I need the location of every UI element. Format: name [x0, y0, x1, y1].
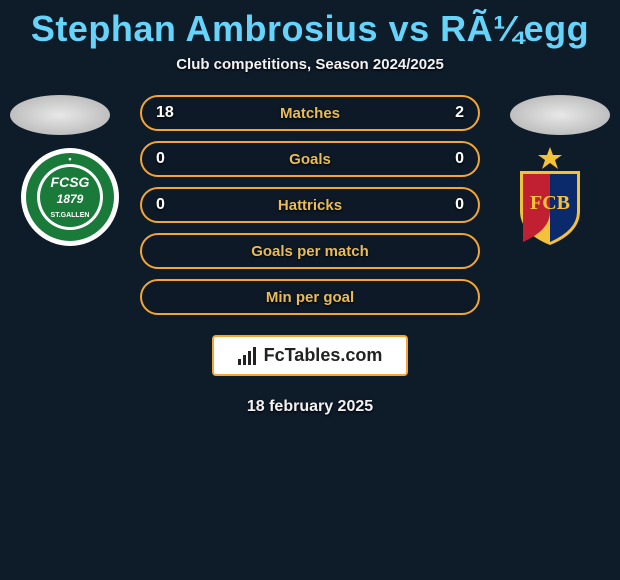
stats-list: 18 Matches 2 0 Goals 0 0 Hattricks 0 Goa… [140, 95, 480, 315]
stat-row: Min per goal [140, 279, 480, 315]
brand-text: FcTables.com [264, 345, 383, 366]
svg-text:•: • [68, 154, 71, 164]
player-silhouette-right [510, 95, 610, 135]
stat-row: 0 Goals 0 [140, 141, 480, 177]
club-crest-left: • FCSG 1879 ST.GALLEN [20, 147, 120, 247]
crest-left-city: ST.GALLEN [51, 212, 90, 219]
player-silhouette-left [10, 95, 110, 135]
crest-right-monogram: FCB [530, 192, 570, 214]
comparison-area: • FCSG 1879 ST.GALLEN FCB 18 Matches 2 0… [0, 95, 620, 325]
page-title: Stephan Ambrosius vs RÃ¼egg [0, 0, 620, 50]
stat-row: Goals per match [140, 233, 480, 269]
snapshot-date: 18 february 2025 [0, 398, 620, 416]
club-crest-right: FCB [500, 147, 600, 247]
page-subtitle: Club competitions, Season 2024/2025 [0, 56, 620, 73]
stat-label: Goals [142, 151, 478, 168]
stat-label: Min per goal [142, 289, 478, 306]
crest-right-star-icon [538, 147, 562, 169]
stat-row: 0 Hattricks 0 [140, 187, 480, 223]
crest-left-monogram: FCSG [51, 174, 90, 190]
bar-chart-icon [238, 347, 258, 365]
stat-label: Goals per match [142, 243, 478, 260]
stat-row: 18 Matches 2 [140, 95, 480, 131]
stat-label: Matches [142, 105, 478, 122]
crest-left-year: 1879 [57, 192, 84, 206]
brand-link[interactable]: FcTables.com [212, 335, 409, 376]
stat-label: Hattricks [142, 197, 478, 214]
brand-footer: FcTables.com [0, 335, 620, 376]
